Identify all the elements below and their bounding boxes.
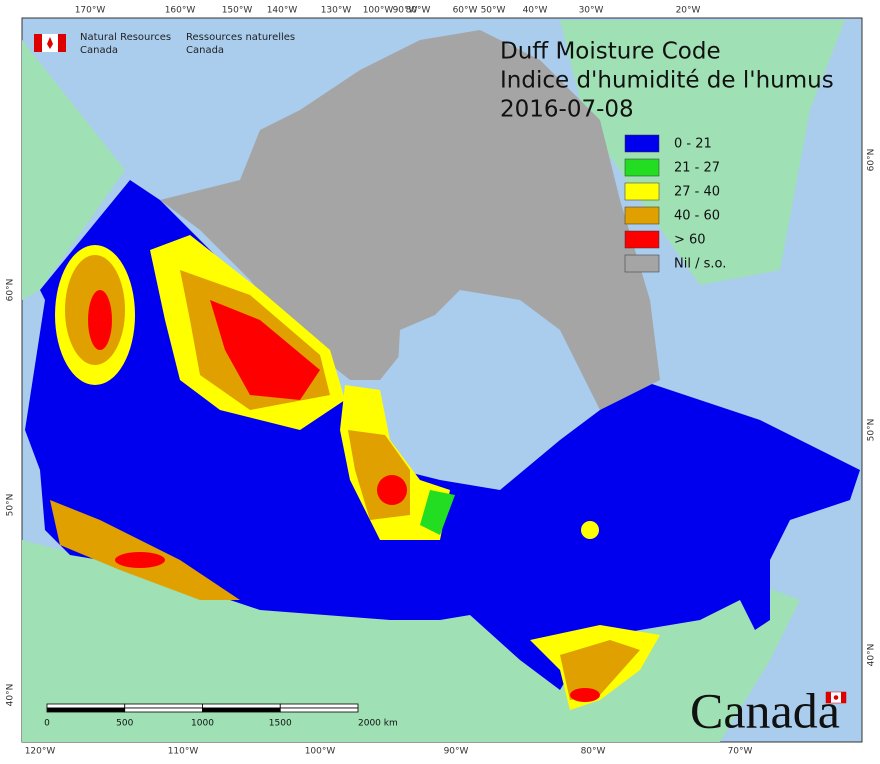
- legend-swatch: [624, 230, 660, 249]
- area: [570, 688, 600, 702]
- scale-bar: 0 500 1000 1500 2000 km: [44, 703, 398, 729]
- flag-bar: [34, 34, 42, 52]
- area: [377, 475, 407, 505]
- left-label: 50°N: [6, 494, 16, 517]
- scale-segment: [46, 703, 126, 709]
- top-label: 150°W: [222, 6, 253, 16]
- scale-segment: [46, 707, 126, 713]
- bottom-label: 120°W: [25, 747, 56, 757]
- top-label: 170°W: [75, 6, 106, 16]
- top-label: 80°W: [406, 6, 431, 16]
- bottom-label: 110°W: [168, 747, 199, 757]
- agency-fr: Canada: [186, 45, 224, 56]
- legend-label: 0 - 21: [674, 137, 712, 152]
- area: [115, 552, 165, 568]
- area: [560, 640, 640, 700]
- top-label: 160°W: [165, 6, 196, 16]
- top-label: 30°W: [579, 6, 604, 16]
- top-label: 130°W: [321, 6, 352, 16]
- alaska: [22, 40, 125, 300]
- legend-swatch: [624, 134, 660, 153]
- top-label: 60°W: [453, 6, 478, 16]
- scale-segment: [124, 703, 203, 709]
- top-label: 50°W: [481, 6, 506, 16]
- hudson-bay: [395, 300, 560, 460]
- scale-segment: [124, 707, 203, 713]
- legend-label: > 60: [674, 233, 706, 248]
- top-label: 40°W: [523, 6, 548, 16]
- area: [210, 300, 320, 400]
- top-label: 140°W: [267, 6, 298, 16]
- legend: 0 - 21 21 - 27 27 - 40 40 - 60 > 60 Nil / s.o…: [624, 134, 726, 273]
- bottom-label: 80°W: [581, 747, 606, 757]
- right-label: 50°N: [867, 419, 877, 442]
- graticule-labels: 170°W 160°W 150°W 140°W 130°W 100°W 90°W80°W 60…: [6, 6, 877, 757]
- scale-segment: [202, 707, 281, 713]
- top-label: 90°W: [393, 6, 418, 16]
- scale-segment: [202, 703, 281, 709]
- area: [50, 500, 240, 600]
- title: Duff Moisture Code: [500, 39, 721, 65]
- right-label: 40°N: [867, 644, 877, 667]
- right-label: 60°N: [867, 149, 877, 172]
- legend-swatch: [624, 254, 660, 273]
- wordmark: Canada: [690, 682, 840, 738]
- bottom-label: 100°W: [305, 747, 336, 757]
- legend-label: 21 - 27: [674, 161, 720, 176]
- date: 2016-07-08: [500, 97, 634, 123]
- scale-segment: [279, 707, 359, 713]
- legend-label: Nil / s.o.: [674, 257, 726, 272]
- scale-label: 1500: [269, 719, 292, 729]
- legend-label: 27 - 40: [674, 185, 720, 200]
- fire-danger-areas: [50, 235, 660, 710]
- bottom-label: 90°W: [444, 747, 469, 757]
- top-label: 20°W: [676, 6, 701, 16]
- flag-bar: [826, 692, 831, 703]
- area: [581, 521, 599, 539]
- agency-en: Natural Resources: [80, 32, 171, 43]
- left-label: 60°N: [6, 279, 16, 302]
- scale-label: 2000 km: [358, 719, 398, 729]
- top-label: 100°W: [363, 6, 394, 16]
- wordmark-flag: [825, 691, 847, 704]
- scale-label: 500: [116, 719, 133, 729]
- agency-fr: Ressources naturelles: [186, 32, 295, 43]
- scale-label: 1000: [191, 719, 214, 729]
- legend-label: 40 - 60: [674, 209, 720, 224]
- legend-swatch: [624, 182, 660, 201]
- flag-bar: [841, 692, 846, 703]
- legend-swatch: [624, 206, 660, 225]
- flag-bar: [58, 34, 66, 52]
- scale-segment: [279, 703, 359, 709]
- area: [88, 290, 112, 350]
- agency-en: Canada: [80, 45, 118, 56]
- flag-leaf: [47, 37, 53, 49]
- legend-swatch: [624, 158, 660, 177]
- bottom-label: 70°W: [728, 747, 753, 757]
- greenland: [560, 20, 845, 285]
- left-label: 40°N: [6, 684, 16, 707]
- agency-signature: Natural Resources Canada Ressources natu…: [34, 32, 295, 56]
- flag-leaf: [833, 695, 839, 700]
- area: [420, 490, 455, 535]
- scale-label: 0: [44, 719, 50, 729]
- title: Indice d'humidité de l'humus: [500, 68, 834, 94]
